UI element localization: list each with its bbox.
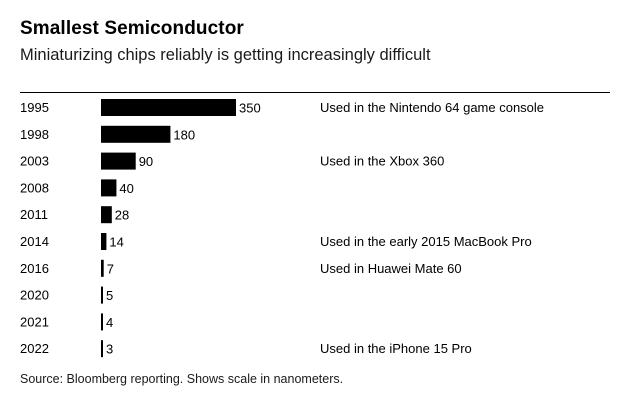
annotation-label: Used in the early 2015 MacBook Pro xyxy=(320,234,532,249)
bar xyxy=(101,286,103,304)
value-label: 40 xyxy=(119,181,133,196)
value-label: 180 xyxy=(173,127,195,142)
bar xyxy=(101,259,104,277)
bar xyxy=(101,99,236,116)
value-label: 14 xyxy=(109,235,123,250)
year-label: 2014 xyxy=(20,234,49,249)
year-label: 2021 xyxy=(20,314,49,329)
value-label: 7 xyxy=(107,261,114,276)
source-note: Source: Bloomberg reporting. Shows scale… xyxy=(20,372,344,386)
annotation-label: Used in the iPhone 15 Pro xyxy=(320,341,472,356)
annotation-label: Used in the Xbox 360 xyxy=(320,154,444,169)
top-rule xyxy=(20,92,610,93)
annotation-label: Used in Huawei Mate 60 xyxy=(320,261,462,276)
value-label: 3 xyxy=(106,342,113,357)
year-label: 2022 xyxy=(20,341,49,356)
bar xyxy=(101,340,103,358)
year-label: 1998 xyxy=(20,127,49,142)
bar xyxy=(101,206,112,224)
chart-subtitle: Miniaturizing chips reliably is getting … xyxy=(20,46,431,64)
value-label: 90 xyxy=(139,154,153,169)
bar xyxy=(101,125,171,143)
year-label: 2011 xyxy=(20,207,48,222)
value-label: 4 xyxy=(106,315,113,330)
bar xyxy=(101,152,136,170)
value-label: 350 xyxy=(239,101,261,116)
bar xyxy=(101,179,117,197)
year-label: 2008 xyxy=(20,180,49,195)
year-label: 2020 xyxy=(20,288,49,303)
bar xyxy=(101,233,107,250)
year-label: 2003 xyxy=(20,154,49,169)
bar xyxy=(101,313,103,331)
year-label: 2016 xyxy=(20,261,49,276)
chart-title: Smallest Semiconductor xyxy=(20,18,244,39)
value-label: 5 xyxy=(106,288,113,303)
value-label: 28 xyxy=(115,208,129,223)
year-label: 1995 xyxy=(20,100,49,115)
annotation-label: Used in the Nintendo 64 game console xyxy=(320,100,544,115)
